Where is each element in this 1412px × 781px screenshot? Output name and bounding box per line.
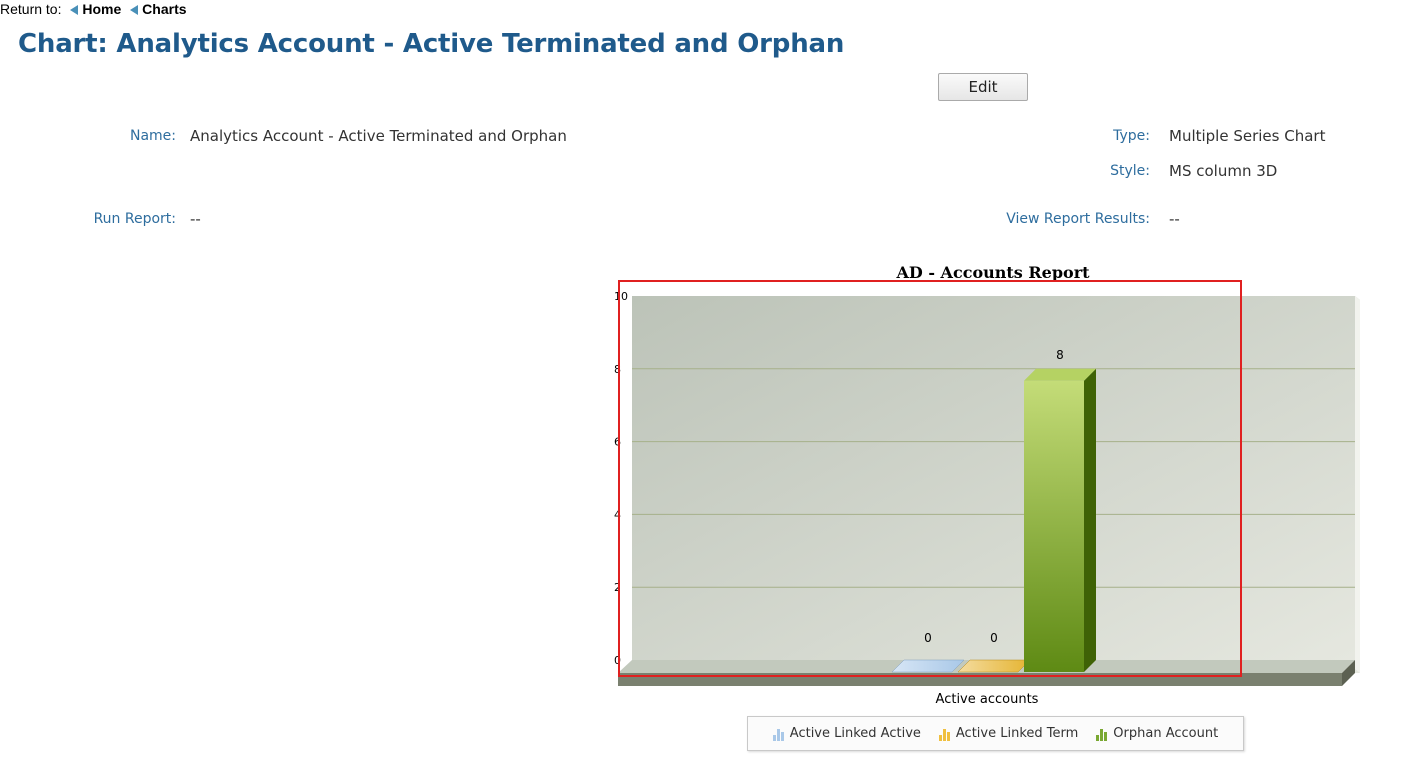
view-report-results-value[interactable]: --: [1169, 210, 1180, 228]
run-report-label: Run Report:: [93, 211, 176, 227]
y-tick-label: 6: [614, 436, 621, 449]
bar[interactable]: [1024, 380, 1084, 672]
y-tick-label: 8: [614, 363, 621, 376]
column-chart-icon: [938, 727, 950, 741]
type-value: Multiple Series Chart: [1169, 127, 1326, 145]
type-label: Type:: [1113, 128, 1150, 144]
run-report-value[interactable]: --: [190, 210, 201, 228]
column-chart-icon: [772, 727, 784, 741]
legend-label: Active Linked Active: [789, 726, 921, 741]
edit-button[interactable]: Edit: [938, 73, 1028, 101]
data-label: 0: [990, 631, 998, 645]
legend-item-active-linked-term[interactable]: Active Linked Term: [938, 726, 1079, 741]
chart-floor-side: [1342, 660, 1355, 686]
chart-canvas: [632, 296, 1360, 673]
chart-title: AD - Accounts Report: [895, 263, 1090, 282]
data-label: 0: [924, 631, 932, 645]
data-label: 8: [1056, 348, 1064, 362]
view-report-results-label: View Report Results:: [1006, 211, 1150, 227]
bar-top: [1024, 368, 1096, 381]
bar-side: [1084, 368, 1096, 672]
style-label: Style:: [1110, 163, 1150, 179]
back-arrow-icon: [70, 5, 79, 15]
style-value: MS column 3D: [1169, 162, 1278, 180]
back-arrow-icon: [130, 5, 139, 15]
y-tick-label: 10: [614, 290, 628, 303]
breadcrumb-prefix: Return to:: [0, 1, 62, 17]
name-value: Analytics Account - Active Terminated an…: [190, 127, 567, 145]
bar[interactable]: [891, 659, 965, 673]
name-label: Name:: [129, 128, 176, 144]
chart-canvas-right-edge: [1355, 296, 1360, 673]
y-tick-label: 2: [614, 581, 621, 594]
legend-item-active-linked-active[interactable]: Active Linked Active: [772, 726, 921, 741]
chart-legend: Active Linked Active Active Linked Term …: [747, 716, 1244, 751]
column-chart-icon: [1096, 727, 1108, 741]
legend-label: Active Linked Term: [955, 726, 1079, 741]
breadcrumb-home-link[interactable]: Home: [82, 1, 122, 17]
x-category-label: Active accounts: [936, 692, 1039, 707]
breadcrumb-charts-link[interactable]: Charts: [142, 1, 187, 17]
y-tick-label: 4: [614, 508, 621, 521]
highlight-box: [618, 280, 1242, 677]
legend-item-orphan-account[interactable]: Orphan Account: [1096, 726, 1218, 741]
page-title: Chart: Analytics Account - Active Termin…: [18, 29, 845, 59]
legend-label: Orphan Account: [1113, 726, 1219, 741]
y-tick-label: 0: [614, 654, 621, 667]
breadcrumb: Return to: Home Charts: [0, 0, 187, 18]
